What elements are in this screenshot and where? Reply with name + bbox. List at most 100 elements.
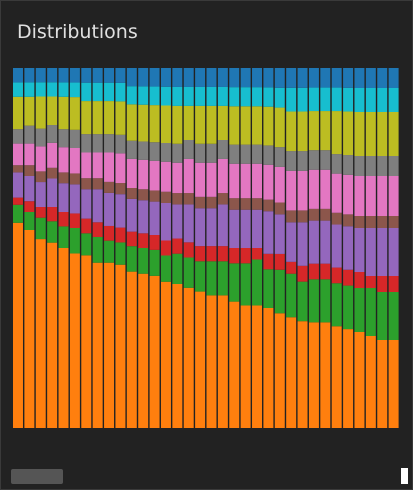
bar-segment xyxy=(206,295,217,428)
bar-segment xyxy=(388,112,399,156)
bar-segment xyxy=(47,207,58,222)
bar-segment xyxy=(286,111,297,152)
bar-segment xyxy=(274,87,285,108)
bar-segment xyxy=(35,146,46,172)
bar-segment xyxy=(81,152,92,179)
bar-segment xyxy=(308,169,319,209)
bar-segment xyxy=(217,140,228,159)
bar-segment xyxy=(115,183,126,195)
bar-segment xyxy=(343,226,354,270)
bar-segment xyxy=(126,158,137,188)
bar-segment xyxy=(115,227,126,243)
bar-segment xyxy=(81,218,92,234)
bar-segment xyxy=(92,189,103,223)
bar-segment xyxy=(13,165,23,173)
bar-segment xyxy=(92,68,103,83)
bar-segment xyxy=(35,128,46,147)
bar-segment xyxy=(217,246,228,262)
bar-segment xyxy=(160,281,171,428)
bar-segment xyxy=(365,216,376,228)
bar-segment xyxy=(149,86,160,106)
bar-segment xyxy=(183,68,194,87)
bar-segment xyxy=(172,193,183,205)
bar-segment xyxy=(13,68,23,83)
bar-segment xyxy=(115,194,126,228)
horizontal-scrollbar-thumb[interactable] xyxy=(11,469,63,484)
bar-segment xyxy=(343,285,354,330)
bar-segment xyxy=(217,158,228,194)
bar-segment xyxy=(365,336,376,428)
bar-segment xyxy=(160,143,171,162)
panel-title: Distributions xyxy=(17,21,138,43)
bar-segment xyxy=(343,155,354,175)
bar-segment xyxy=(35,182,46,208)
bar-segment xyxy=(172,238,183,254)
bar-segment xyxy=(138,104,149,142)
bar-segment xyxy=(47,82,58,97)
bar-segment xyxy=(13,143,23,166)
bar-segment xyxy=(377,276,388,292)
bar-segment xyxy=(240,209,251,248)
bar-segment xyxy=(47,167,58,179)
bar-segment xyxy=(160,68,171,87)
resize-handle[interactable] xyxy=(401,468,408,484)
bar-segment xyxy=(138,200,149,234)
bar-segment xyxy=(183,204,194,243)
bar-segment xyxy=(343,68,354,88)
bar-segment xyxy=(58,212,69,227)
bar-segment xyxy=(263,106,274,146)
bar-segment xyxy=(81,82,92,102)
bar-segment xyxy=(240,68,251,88)
bar-segment xyxy=(274,214,285,254)
bar-segment xyxy=(229,106,240,145)
bar-segment xyxy=(331,68,342,88)
bar-segment xyxy=(297,68,308,88)
bar-segment xyxy=(69,228,80,254)
bar-segment xyxy=(149,142,160,161)
bar-segment xyxy=(104,82,115,102)
bar-segment xyxy=(320,208,331,221)
bar-segment xyxy=(240,106,251,145)
bar-segment xyxy=(252,259,263,306)
bar-segment xyxy=(138,248,149,274)
bar-segment xyxy=(160,203,171,241)
bar-segment xyxy=(343,87,354,112)
bar-segment xyxy=(126,104,137,141)
bar-segment xyxy=(81,233,92,256)
bar-segment xyxy=(206,68,217,87)
bar-segment xyxy=(286,261,297,274)
bar-segment xyxy=(58,82,69,97)
bar-segment xyxy=(115,134,126,154)
bar-segment xyxy=(24,68,35,83)
bar-segment xyxy=(24,230,35,428)
bar-segment xyxy=(149,190,160,202)
bar-segment xyxy=(69,148,80,174)
bar-segment xyxy=(92,152,103,179)
bar-segment xyxy=(172,162,183,194)
bar-segment xyxy=(343,214,354,227)
bar-segment xyxy=(274,269,285,314)
bar-segment xyxy=(308,87,319,112)
bar-segment xyxy=(217,105,228,140)
bar-segment xyxy=(388,292,399,340)
bar-segment xyxy=(308,111,319,151)
bar-segment xyxy=(24,201,35,212)
bar-segment xyxy=(388,340,399,428)
bar-segment xyxy=(252,248,263,260)
bar-segment xyxy=(104,240,115,263)
bar-segment xyxy=(286,222,297,262)
bar-segment xyxy=(274,313,285,428)
bar-segment xyxy=(69,97,80,130)
bar-segment xyxy=(217,68,228,87)
bar-segment xyxy=(354,176,365,216)
bar-segment xyxy=(354,68,365,88)
bar-segment xyxy=(263,164,274,200)
bar-segment xyxy=(35,239,46,428)
bar-segment xyxy=(81,101,92,135)
bar-segment xyxy=(58,129,69,148)
bar-segment xyxy=(172,253,183,284)
bar-segment xyxy=(365,288,376,336)
bar-segment xyxy=(195,196,206,209)
bar-segment xyxy=(58,68,69,83)
bar-segment xyxy=(206,261,217,296)
